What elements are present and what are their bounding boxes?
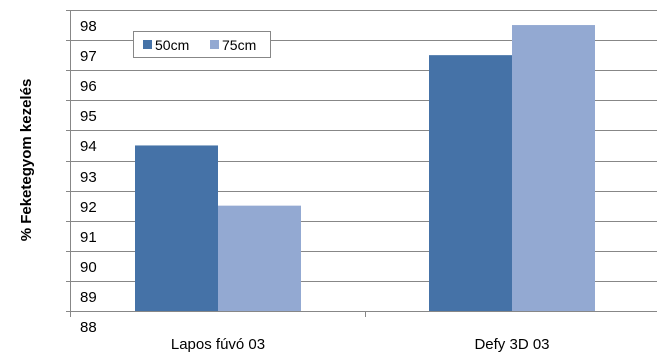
y-tick-label: 90: [80, 259, 97, 276]
y-tick-label: 89: [80, 289, 97, 306]
legend-label-75cm: 75cm: [222, 37, 256, 53]
bar-50cm-1: [429, 55, 512, 312]
y-axis-label: % Feketegyom kezelés: [18, 79, 35, 242]
y-tick-label: 93: [80, 169, 97, 186]
x-category-label: Defy 3D 03: [474, 336, 549, 353]
legend-box: [133, 31, 271, 58]
y-tick-label: 92: [80, 199, 97, 216]
y-tick-label: 98: [80, 18, 97, 35]
bars: [135, 25, 595, 312]
bar-75cm-1: [512, 25, 595, 312]
x-category-label: Lapos fúvó 03: [171, 336, 265, 353]
legend: 50cm 75cm: [133, 31, 271, 58]
axes: [66, 10, 657, 317]
y-tick-labels: 88 89 90 91 92 93 94 95 96 97 98: [80, 18, 97, 336]
legend-swatch-50cm: [143, 40, 152, 49]
y-tick-label: 91: [80, 229, 97, 246]
bar-75cm-0: [218, 205, 301, 311]
y-tick-label: 97: [80, 48, 97, 65]
bar-50cm-0: [135, 145, 218, 311]
x-category-labels: Lapos fúvó 03 Defy 3D 03: [171, 336, 550, 353]
y-tick-label: 95: [80, 108, 97, 125]
legend-label-50cm: 50cm: [155, 37, 189, 53]
y-tick-label: 94: [80, 138, 97, 155]
y-tick-label: 88: [80, 319, 97, 336]
y-tick-label: 96: [80, 78, 97, 95]
legend-swatch-75cm: [210, 40, 219, 49]
